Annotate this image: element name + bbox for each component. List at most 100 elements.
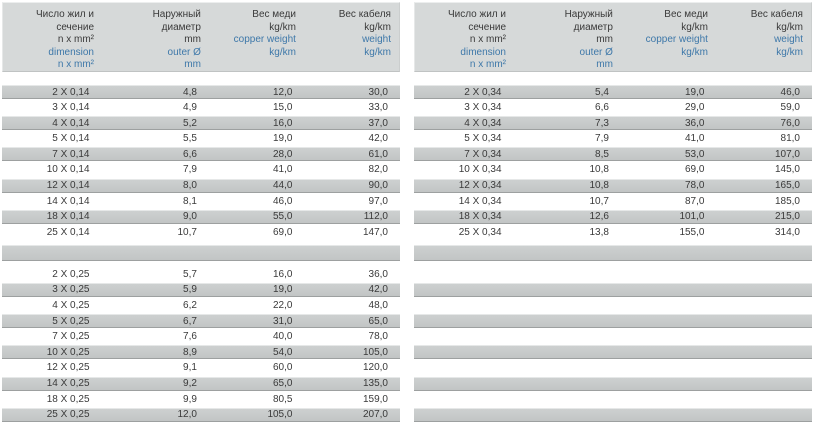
cell-copper-weight: 29,0 xyxy=(685,102,705,114)
table-row: 18 X 0,25 9,9 80,5 159,0 xyxy=(2,392,400,406)
header-line-ru: mm xyxy=(184,34,201,45)
cell-cable-weight: 76,0 xyxy=(780,117,800,129)
header-line-en: outer Ø xyxy=(167,46,201,58)
table-row: 7 X 0,25 7,6 40,0 78,0 xyxy=(2,330,400,344)
empty-row xyxy=(414,407,812,422)
cell-copper-weight: 16,0 xyxy=(273,117,293,129)
cell-copper-weight: 40,0 xyxy=(273,331,293,343)
table-row: 4 X 0,14 5,2 16,0 37,0 xyxy=(2,116,400,131)
column-header-copper-weight: Вес меди kg/km copper weight kg/km xyxy=(621,9,716,72)
cell-outer-diameter: 6,6 xyxy=(183,148,197,160)
cell-copper-weight: 78,0 xyxy=(685,180,705,192)
cell-copper-weight: 19,0 xyxy=(685,86,705,98)
header-line-en: kg/km xyxy=(776,46,803,58)
header-line-ru: kg/km xyxy=(364,21,391,33)
cell-dimension: 5 X 0,14 xyxy=(52,133,90,145)
cell-outer-diameter: 4,8 xyxy=(183,86,197,98)
cell-copper-weight: 19,0 xyxy=(273,133,293,145)
cell-dimension: 18 X 0,25 xyxy=(46,393,90,405)
header-line-ru: mm xyxy=(596,34,613,45)
cell-cable-weight: 147,0 xyxy=(362,226,388,238)
cell-copper-weight: 69,0 xyxy=(685,164,705,176)
cell-outer-diameter: 5,9 xyxy=(183,284,197,296)
header-line-en: kg/km xyxy=(364,46,391,58)
cell-copper-weight: 54,0 xyxy=(273,346,293,358)
cell-cable-weight: 185,0 xyxy=(774,195,800,207)
cell-cable-weight: 207,0 xyxy=(362,409,388,421)
cell-dimension: 12 X 0,34 xyxy=(458,180,502,192)
header-line-en: kg/km xyxy=(269,46,296,58)
header-line-ru: диаметр xyxy=(161,21,201,33)
header-line-ru: Вес меди xyxy=(664,9,708,20)
cell-cable-weight: 159,0 xyxy=(362,393,388,405)
cell-cable-weight: 42,0 xyxy=(368,133,388,145)
cell-outer-diameter: 10,7 xyxy=(177,226,197,238)
separator-row xyxy=(414,245,812,262)
cell-cable-weight: 65,0 xyxy=(368,315,388,327)
cell-outer-diameter: 8,1 xyxy=(183,195,197,207)
cell-outer-diameter: 7,3 xyxy=(595,117,609,129)
cell-cable-weight: 37,0 xyxy=(368,117,388,129)
column-header-cable-weight: Вес кабеля kg/km weight kg/km xyxy=(716,9,811,72)
cell-dimension: 2 X 0,34 xyxy=(464,86,502,98)
empty-row xyxy=(414,376,812,391)
header-line-en: dimension xyxy=(460,46,506,58)
cell-dimension: 18 X 0,14 xyxy=(46,211,90,223)
table-row: 4 X 0,25 6,2 22,0 48,0 xyxy=(2,299,400,313)
header-line-ru: Вес кабеля xyxy=(750,9,803,20)
cell-cable-weight: 59,0 xyxy=(780,102,800,114)
empty-row xyxy=(414,330,812,344)
cell-copper-weight: 36,0 xyxy=(685,117,705,129)
header-line-ru: Вес кабеля xyxy=(338,9,391,20)
cell-cable-weight: 36,0 xyxy=(368,268,388,280)
column-header-cable-weight: Вес кабеля kg/km weight kg/km xyxy=(304,9,399,72)
cell-dimension: 3 X 0,25 xyxy=(52,284,90,296)
cell-copper-weight: 15,0 xyxy=(273,102,293,114)
table-row: 25 X 0,34 13,8 155,0 314,0 xyxy=(414,225,812,239)
column-header-copper-weight: Вес меди kg/km copper weight kg/km xyxy=(209,9,304,72)
cell-copper-weight: 65,0 xyxy=(273,378,293,389)
cell-outer-diameter: 6,2 xyxy=(183,300,197,312)
cell-cable-weight: 314,0 xyxy=(774,226,800,238)
empty-row xyxy=(414,314,812,329)
cell-cable-weight: 48,0 xyxy=(368,300,388,312)
cell-copper-weight: 41,0 xyxy=(685,133,705,145)
cell-outer-diameter: 7,9 xyxy=(183,164,197,176)
cell-dimension: 14 X 0,34 xyxy=(458,195,502,207)
cell-cable-weight: 78,0 xyxy=(368,331,388,343)
cell-dimension: 3 X 0,14 xyxy=(52,102,90,114)
table-header: Число жил и сечение n x mm² dimension n x mm… xyxy=(414,2,812,72)
header-line-ru: Число жил и xyxy=(35,9,94,20)
table-row: 2 X 0,14 4,8 12,0 30,0 xyxy=(2,85,400,99)
cell-dimension: 2 X 0,25 xyxy=(52,268,90,280)
table-row: 2 X 0,25 5,7 16,0 36,0 xyxy=(2,267,400,281)
cell-dimension: 4 X 0,34 xyxy=(464,117,502,129)
cell-dimension: 25 X 0,34 xyxy=(458,226,502,238)
cell-copper-weight: 41,0 xyxy=(273,164,293,176)
cell-dimension: 7 X 0,14 xyxy=(52,148,90,160)
cell-dimension: 5 X 0,34 xyxy=(464,133,502,145)
header-line-ru: n x mm² xyxy=(469,34,506,45)
header-line-ru: Число жил и xyxy=(447,9,506,20)
header-line-en: weight xyxy=(362,34,391,45)
cell-cable-weight: 33,0 xyxy=(368,102,388,114)
table-row: 10 X 0,25 8,9 54,0 105,0 xyxy=(2,345,400,360)
cell-dimension: 10 X 0,14 xyxy=(46,164,90,176)
cell-copper-weight: 22,0 xyxy=(273,300,293,312)
empty-row xyxy=(414,361,812,375)
table-row: 5 X 0,25 6,7 31,0 65,0 xyxy=(2,314,400,329)
cell-outer-diameter: 5,7 xyxy=(183,268,197,280)
header-line-ru: Вес меди xyxy=(252,9,296,20)
table-row: 25 X 0,14 10,7 69,0 147,0 xyxy=(2,225,400,239)
header-line-ru: сечение xyxy=(56,21,94,33)
table-row: 2 X 0,34 5,4 19,0 46,0 xyxy=(414,85,812,99)
cell-outer-diameter: 10,8 xyxy=(589,180,609,192)
header-line-ru: n x mm² xyxy=(57,34,94,45)
cell-dimension: 14 X 0,25 xyxy=(46,378,90,389)
empty-row xyxy=(414,267,812,281)
cell-outer-diameter: 9,9 xyxy=(183,393,197,405)
cell-dimension: 2 X 0,14 xyxy=(52,86,90,98)
